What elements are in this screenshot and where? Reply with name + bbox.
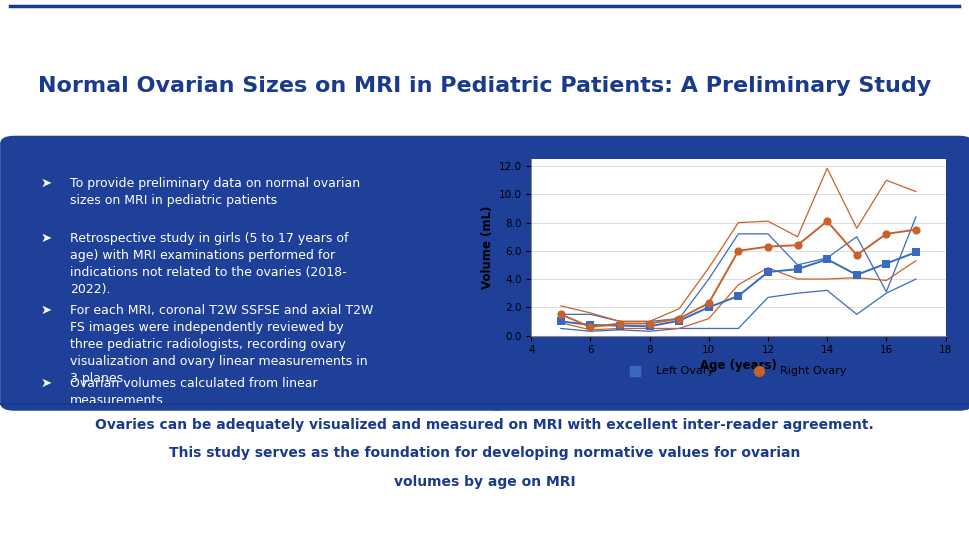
Point <box>849 251 864 259</box>
FancyBboxPatch shape <box>0 136 509 411</box>
Text: volumes by age on MRI: volumes by age on MRI <box>393 475 576 490</box>
Text: ➤: ➤ <box>41 304 52 317</box>
Point <box>582 322 598 331</box>
Point <box>582 321 598 330</box>
Text: Retrospective study in girls (5 to 17 years of
age) with MRI examinations perfor: Retrospective study in girls (5 to 17 ye… <box>70 232 348 296</box>
Text: ➤: ➤ <box>41 232 52 245</box>
Point <box>849 270 864 279</box>
Point <box>641 322 657 331</box>
Point <box>701 299 716 307</box>
Text: Radiology: Radiology <box>10 530 109 548</box>
Point <box>761 242 776 251</box>
Text: ➤: ➤ <box>41 377 52 390</box>
Point <box>701 303 716 312</box>
Text: Pediatric: Pediatric <box>10 508 100 526</box>
Point <box>879 230 894 238</box>
X-axis label: Age (years): Age (years) <box>700 359 777 373</box>
Y-axis label: Volume (mL): Volume (mL) <box>482 205 494 289</box>
Point <box>820 255 835 264</box>
Text: ➤: ➤ <box>41 177 52 190</box>
Point <box>790 241 805 250</box>
Point <box>612 319 628 328</box>
Point <box>731 246 746 255</box>
Point <box>879 259 894 268</box>
Point <box>908 225 923 234</box>
Point <box>553 317 569 326</box>
Text: Normal Ovarian Sizes on MRI in Pediatric Patients: A Preliminary Study: Normal Ovarian Sizes on MRI in Pediatric… <box>38 76 931 96</box>
Text: Ovaries can be adequately visualized and measured on MRI with excellent inter-re: Ovaries can be adequately visualized and… <box>95 418 874 432</box>
Point <box>731 291 746 300</box>
Point <box>612 321 628 330</box>
Point <box>672 316 687 325</box>
Text: Ovarian volumes calculated from linear
measurements.: Ovarian volumes calculated from linear m… <box>70 377 317 407</box>
Point <box>790 265 805 274</box>
Text: Left Ovary: Left Ovary <box>655 365 713 375</box>
Point <box>641 319 657 328</box>
Text: Right Ovary: Right Ovary <box>780 365 846 375</box>
Text: Epstein KN, et al. 2024: Epstein KN, et al. 2024 <box>768 526 940 539</box>
Point <box>761 268 776 277</box>
Point <box>908 248 923 257</box>
Text: For each MRI, coronal T2W SSFSE and axial T2W
FS images were independently revie: For each MRI, coronal T2W SSFSE and axia… <box>70 304 373 385</box>
Point <box>672 314 687 323</box>
Point <box>820 217 835 226</box>
Text: This study serves as the foundation for developing normative values for ovarian: This study serves as the foundation for … <box>169 445 800 460</box>
FancyBboxPatch shape <box>485 136 969 411</box>
Text: To provide preliminary data on normal ovarian
sizes on MRI in pediatric patients: To provide preliminary data on normal ov… <box>70 177 359 207</box>
Point <box>553 310 569 319</box>
